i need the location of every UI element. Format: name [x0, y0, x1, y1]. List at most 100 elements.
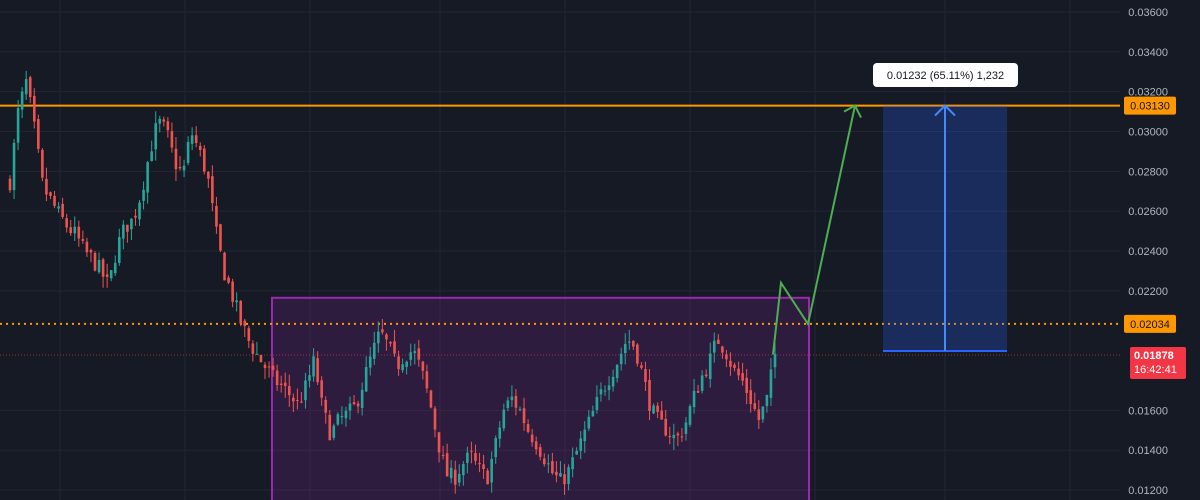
- candle-body: [725, 354, 728, 360]
- level-tag[interactable]: [1124, 314, 1176, 333]
- candle-body: [595, 396, 599, 410]
- candle-body: [150, 151, 153, 162]
- projection-arrowhead[interactable]: [843, 104, 862, 119]
- candle-body: [551, 461, 554, 474]
- candle-body: [591, 410, 595, 417]
- candle-body: [555, 471, 558, 476]
- candle-body: [753, 403, 757, 410]
- candle-body: [340, 415, 344, 418]
- candle-body: [648, 379, 651, 411]
- candle-body: [409, 352, 413, 360]
- candle-body: [547, 463, 550, 465]
- last-price-tag[interactable]: [1130, 346, 1186, 379]
- candle-body: [522, 408, 526, 424]
- candle-body: [12, 142, 16, 191]
- candle-body: [462, 463, 465, 476]
- candle-body: [571, 457, 574, 470]
- candle-body: [563, 474, 566, 485]
- candle-body: [122, 224, 125, 239]
- range-box-rect[interactable]: [271, 296, 810, 500]
- candle-body: [49, 192, 52, 196]
- candle-body: [154, 123, 158, 150]
- candle-body: [401, 364, 404, 371]
- candle-body: [660, 410, 663, 420]
- level-tag[interactable]: [1124, 96, 1176, 115]
- y-tick-label: 0.03600: [1128, 7, 1168, 19]
- candles: [8, 70, 777, 495]
- candle-body: [514, 395, 518, 408]
- candle-body: [158, 118, 162, 124]
- candle-body: [198, 145, 202, 150]
- candle-body: [474, 453, 477, 461]
- candle-body: [729, 360, 732, 367]
- candle-body: [502, 409, 506, 429]
- candle-body: [397, 356, 400, 370]
- candle-body: [312, 356, 315, 377]
- candle-body: [538, 447, 542, 457]
- candle-body: [599, 389, 603, 395]
- candle-body: [320, 380, 323, 398]
- y-tick-label: 0.01600: [1128, 405, 1168, 417]
- candle-body: [219, 224, 222, 251]
- price-axis[interactable]: 0.03600 0.03400 0.03200 0.03000 0.02800 0.026…: [1124, 7, 1186, 497]
- candle-body: [300, 401, 303, 403]
- candle-body: [421, 361, 425, 371]
- candle-body: [267, 366, 271, 368]
- candle-body: [296, 399, 299, 401]
- price-range-measure[interactable]: 0.01232 (65.11%) 1,232: [873, 63, 1018, 352]
- candle-body: [259, 354, 263, 363]
- candle-body: [498, 427, 502, 439]
- candle-body: [712, 340, 716, 353]
- horizontal-levels[interactable]: [0, 104, 1120, 356]
- candle-body: [89, 249, 93, 253]
- candle-body: [41, 149, 44, 178]
- candle-body: [470, 450, 473, 452]
- candle-body: [287, 386, 291, 396]
- candle-body: [433, 408, 437, 430]
- candle-body: [526, 424, 530, 432]
- candle-body: [506, 400, 510, 409]
- candle-body: [611, 376, 615, 387]
- candle-body: [627, 341, 631, 343]
- candle-body: [769, 369, 773, 398]
- candle-body: [182, 165, 186, 171]
- candle-body: [97, 259, 101, 273]
- measure-label-box: [873, 63, 1018, 87]
- candle-body: [255, 353, 259, 355]
- candle-body: [126, 224, 129, 232]
- candle-body: [109, 270, 113, 279]
- candle-body: [105, 274, 109, 277]
- candle-body: [231, 281, 234, 302]
- candle-body: [656, 405, 659, 412]
- y-tick-label: 0.01200: [1128, 485, 1168, 497]
- projection-arrow[interactable]: [772, 104, 862, 355]
- candle-body: [235, 300, 238, 303]
- candle-body: [583, 429, 587, 442]
- candle-body: [65, 218, 68, 228]
- candle-body: [332, 425, 336, 438]
- candle-body: [688, 406, 692, 425]
- candle-body: [381, 329, 384, 333]
- y-tick-label: 0.03200: [1128, 87, 1168, 99]
- measure-label: 0.01232 (65.11%) 1,232: [887, 70, 1004, 82]
- projection-path[interactable]: [772, 105, 856, 355]
- candle-body: [356, 403, 360, 407]
- candle-body: [429, 390, 433, 408]
- candle-body: [490, 458, 493, 483]
- candle-body: [8, 178, 12, 191]
- candle-body: [441, 455, 445, 457]
- candle-body: [73, 226, 77, 234]
- candle-body: [138, 202, 141, 220]
- candle-body: [16, 108, 20, 143]
- candle-body: [61, 203, 64, 217]
- candle-body: [211, 176, 214, 204]
- candle-body: [733, 364, 736, 369]
- candle-body: [494, 437, 498, 458]
- candle-body: [389, 342, 392, 344]
- candle-body: [28, 77, 32, 98]
- candle-body: [696, 390, 700, 393]
- range-box[interactable]: [271, 296, 810, 500]
- candle-body: [745, 377, 748, 393]
